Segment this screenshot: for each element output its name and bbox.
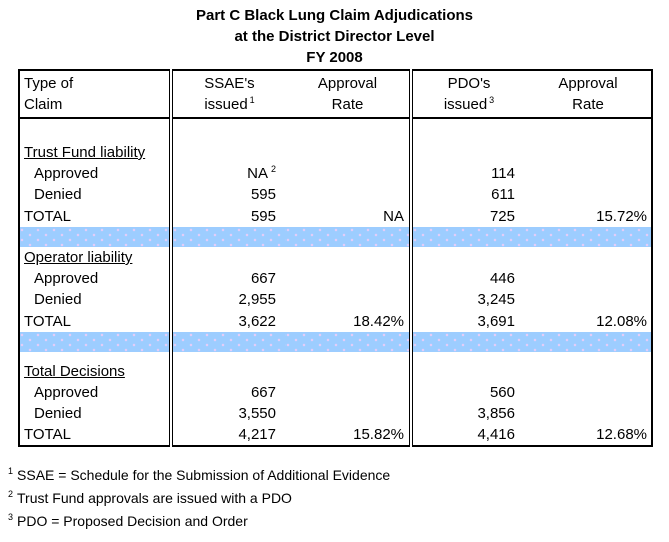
table-row: Denied 595 611 (19, 184, 652, 205)
cell-ssae-issued: NA 2 (169, 163, 286, 184)
footnotes: 1 SSAE = Schedule for the Submission of A… (8, 464, 390, 533)
cell-pdo-issued: 560 (409, 382, 525, 403)
total-row: TOTAL 4,217 15.82% 4,416 12.68% (19, 424, 652, 446)
cell-ssae-issued: 595 (169, 184, 286, 205)
header-pdo-line2: issued 3 (443, 95, 495, 114)
separator-band (19, 227, 652, 247)
title-line-3: FY 2008 (306, 49, 363, 66)
cell-pdo-issued: 3,245 (409, 289, 525, 310)
cell-ssae-issued: 2,955 (169, 289, 286, 310)
table-row: Denied 3,550 3,856 (19, 403, 652, 424)
cell-claim-label: Denied (34, 405, 82, 422)
cell-pdo-issued: 611 (409, 184, 525, 205)
adjudications-table: Type of Claim SSAE's issued 1 Approval Ra… (18, 69, 653, 447)
footnote-ref-3: 3 (489, 95, 495, 105)
header-pdo-approval-rate: Approval Rate (525, 70, 652, 119)
cell-claim-label: TOTAL (24, 426, 71, 443)
total-row: TOTAL 595 NA 725 15.72% (19, 205, 652, 227)
header-pdo-line1: PDO's (447, 75, 491, 92)
cell-claim-label: Approved (34, 270, 99, 287)
cell-ssae-issued: 667 (169, 268, 286, 289)
header-claim-line1: Type of (24, 75, 74, 92)
cell-ssae-issued: 667 (169, 382, 286, 403)
cell-pdo-issued: 446 (409, 268, 525, 289)
cell-pdo-rate: 12.68% (596, 426, 647, 443)
spacer-row (19, 352, 652, 361)
section-title: Total Decisions (24, 363, 125, 380)
cell-claim-label: Denied (34, 291, 82, 308)
cell-pdo-issued: 114 (409, 163, 525, 184)
cell-pdo-rate (525, 268, 652, 289)
spacer-row (19, 118, 652, 142)
cell-pdo-rate (525, 382, 652, 403)
cell-ssae-rate (286, 403, 411, 424)
table-row: Approved 667 446 (19, 268, 652, 289)
header-ssae-approval-rate: Approval Rate (286, 70, 411, 119)
cell-ssae-rate (286, 289, 411, 310)
cell-ssae-rate (286, 163, 411, 184)
table-row: Denied 2,955 3,245 (19, 289, 652, 310)
header-ssae-issued: SSAE's issued 1 (169, 70, 286, 119)
table-row: Approved NA 2 114 (19, 163, 652, 184)
cell-pdo-issued: 4,416 (409, 424, 525, 446)
cell-ssae-rate (286, 268, 411, 289)
cell-ssae-issued: 3,550 (169, 403, 286, 424)
cell-pdo-rate (525, 184, 652, 205)
section-header-row: Operator liability (19, 247, 652, 268)
cell-pdo-rate (525, 403, 652, 424)
cell-ssae-rate: NA (383, 208, 404, 225)
section-title-cell: Total Decisions (19, 361, 171, 382)
footnote-3: 3 PDO = Proposed Decision and Order (8, 512, 248, 529)
cell-ssae-issued: 3,622 (169, 310, 286, 332)
cell-claim-label: Approved (34, 384, 99, 401)
cell-pdo-issued: 725 (409, 205, 525, 227)
header-pdo-issued: PDO's issued 3 (409, 70, 525, 119)
header-type-of-claim: Type of Claim (19, 70, 171, 119)
header-ssae-line2: issued 1 (204, 95, 255, 114)
cell-claim-label: TOTAL (24, 313, 71, 330)
cell-ssae-rate: 18.42% (353, 313, 404, 330)
cell-ssae-rate (286, 382, 411, 403)
section-title-cell: Trust Fund liability (19, 142, 171, 163)
section-title-cell: Operator liability (19, 247, 171, 268)
total-row: TOTAL 3,622 18.42% 3,691 12.08% (19, 310, 652, 332)
section-title: Operator liability (24, 249, 133, 266)
footnote-ref-1: 1 (249, 95, 255, 105)
section-header-row: Total Decisions (19, 361, 652, 382)
footnote-1: 1 SSAE = Schedule for the Submission of A… (8, 466, 391, 483)
page-title: Part C Black Lung Claim Adjudications at… (0, 5, 669, 68)
cell-ssae-rate: 15.82% (353, 426, 404, 443)
separator-band (19, 332, 652, 352)
cell-ssae-issued: 4,217 (169, 424, 286, 446)
title-line-1: Part C Black Lung Claim Adjudications (196, 7, 473, 24)
cell-pdo-rate: 12.08% (596, 313, 647, 330)
cell-claim-label: Approved (34, 165, 99, 182)
cell-pdo-rate: 15.72% (596, 208, 647, 225)
section-header-row: Trust Fund liability (19, 142, 652, 163)
title-line-2: at the District Director Level (234, 28, 435, 45)
cell-pdo-rate (525, 289, 652, 310)
table-header-row: Type of Claim SSAE's issued 1 Approval Ra… (19, 70, 652, 119)
cell-ssae-rate (286, 184, 411, 205)
cell-claim-label: TOTAL (24, 208, 71, 225)
header-claim-line2: Claim (24, 96, 63, 113)
cell-claim-label: Denied (34, 186, 82, 203)
cell-pdo-rate (525, 163, 652, 184)
section-title: Trust Fund liability (24, 144, 146, 161)
cell-ssae-issued: 595 (169, 205, 286, 227)
cell-pdo-issued: 3,856 (409, 403, 525, 424)
table-row: Approved 667 560 (19, 382, 652, 403)
cell-pdo-issued: 3,691 (409, 310, 525, 332)
footnote-2: 2 Trust Fund approvals are issued with a … (8, 489, 292, 506)
footnote-ref-2: 2 (270, 164, 276, 174)
header-ssae-line1: SSAE's (204, 75, 255, 92)
